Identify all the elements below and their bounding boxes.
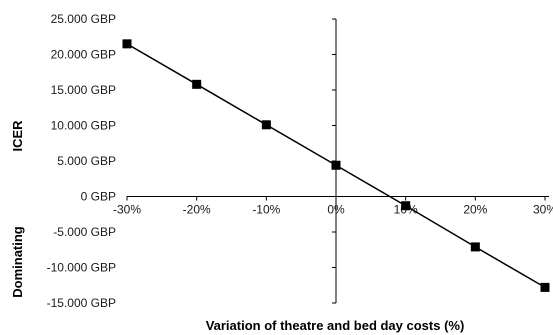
y-tick-label: 5.000 GBP bbox=[57, 154, 116, 168]
data-point bbox=[261, 120, 271, 130]
data-point bbox=[401, 201, 411, 211]
data-point bbox=[470, 242, 480, 252]
series-markers bbox=[122, 39, 550, 292]
x-tick-label: -10% bbox=[252, 203, 280, 217]
y-tick-labels: 25.000 GBP 20.000 GBP 15.000 GBP 10.000 GBP… bbox=[47, 12, 116, 310]
data-point bbox=[331, 160, 341, 170]
y-axis-title-dominating: Dominating bbox=[10, 226, 25, 298]
x-tick-label: -20% bbox=[183, 203, 211, 217]
data-point bbox=[122, 39, 132, 49]
y-axis-title-icer: ICER bbox=[10, 120, 25, 152]
x-tick-label: 0% bbox=[327, 203, 345, 217]
y-tick-label: -5.000 GBP bbox=[53, 225, 116, 239]
data-point bbox=[540, 282, 550, 292]
data-point bbox=[192, 79, 202, 89]
x-tick-labels: -30%-20%-10%0%10%20%30% bbox=[113, 203, 553, 217]
x-axis-title: Variation of theatre and bed day costs (… bbox=[206, 318, 465, 333]
y-tick-label: -10.000 GBP bbox=[47, 261, 116, 275]
x-tick-label: 20% bbox=[463, 203, 487, 217]
y-tick-label: 0 GBP bbox=[81, 190, 116, 204]
y-tick-label: 10.000 GBP bbox=[51, 119, 116, 133]
y-tick-label: 20.000 GBP bbox=[51, 48, 116, 62]
y-tick-label: 15.000 GBP bbox=[51, 83, 116, 97]
x-tick-label: -30% bbox=[113, 203, 141, 217]
x-tick-label: 30% bbox=[533, 203, 553, 217]
y-tick-label: -15.000 GBP bbox=[47, 296, 116, 310]
y-tick-label: 25.000 GBP bbox=[51, 12, 116, 26]
